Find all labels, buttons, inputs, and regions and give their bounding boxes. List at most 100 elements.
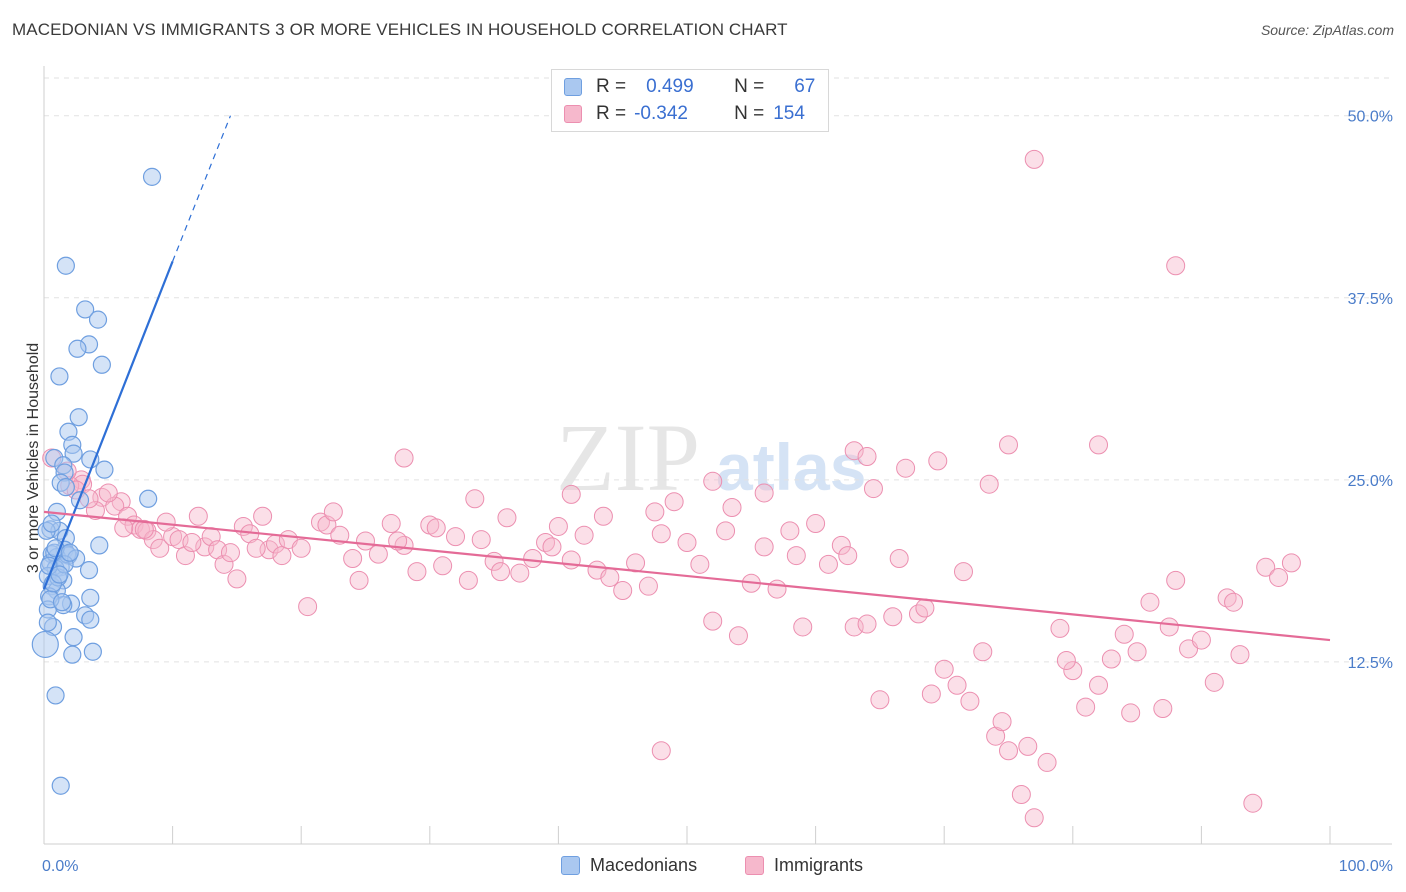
chart-title: MACEDONIAN VS IMMIGRANTS 3 OR MORE VEHIC…	[12, 20, 788, 39]
immigrant-point	[188, 506, 208, 526]
immigrant-point	[722, 498, 742, 518]
immigrant-point	[156, 512, 176, 532]
immigrant-point	[471, 530, 491, 550]
immigrant-point	[1121, 703, 1141, 723]
immigrant-point	[1230, 645, 1250, 665]
immigrant-point	[651, 741, 671, 761]
macedonian-point	[50, 565, 69, 584]
immigrant-point	[1089, 675, 1109, 695]
immigrant-point	[1269, 567, 1289, 587]
macedonian-point	[142, 167, 162, 186]
immigrant-point	[1089, 435, 1109, 455]
immigrant-point	[638, 576, 658, 596]
immigrant-point	[754, 537, 774, 557]
immigrant-point	[844, 441, 864, 461]
x-tick-label: 100.0%	[1339, 858, 1393, 875]
macedonian-point	[64, 628, 83, 647]
immigrant-point	[510, 563, 530, 583]
macedonians-points	[31, 167, 162, 795]
immigrant-point	[458, 570, 478, 590]
macedonian-point	[52, 593, 72, 612]
immigrant-point	[831, 535, 851, 555]
immigrant-point	[844, 617, 864, 637]
immigrant-point	[343, 549, 363, 569]
immigrant-point	[780, 521, 800, 541]
immigrant-point	[664, 492, 684, 512]
immigrant-point	[754, 483, 774, 503]
immigrant-point	[728, 626, 748, 646]
macedonian-point	[50, 367, 69, 386]
stats-row-macedonians: R = 0.499 N = 67	[564, 75, 815, 99]
immigrant-point	[1076, 697, 1096, 717]
stats-legend: R = 0.499 N = 67 R = -0.342 N = 154	[551, 69, 829, 132]
immigrant-point	[381, 514, 401, 534]
immigrant-point	[1114, 624, 1134, 644]
immigrant-point	[703, 611, 723, 631]
n-value: 67	[794, 76, 816, 97]
immigrant-point	[992, 712, 1012, 732]
r-label: R =	[596, 76, 627, 97]
immigrant-point	[150, 538, 170, 558]
macedonians-trend-extension	[172, 115, 232, 262]
immigrant-point	[979, 474, 999, 494]
immigrant-point	[1011, 784, 1031, 804]
macedonian-point	[63, 645, 82, 664]
immigrant-point	[1063, 661, 1083, 681]
immigrant-point	[1243, 793, 1263, 813]
immigrant-point	[214, 554, 234, 574]
macedonians-swatch	[564, 78, 582, 96]
immigrant-point	[169, 530, 189, 550]
r-value: -0.342	[634, 103, 688, 124]
immigrant-point	[921, 684, 941, 704]
immigrant-point	[947, 675, 967, 695]
macedonian-point	[51, 776, 70, 795]
immigrant-point	[323, 502, 343, 522]
immigrant-point	[114, 518, 134, 538]
immigrant-point	[227, 569, 247, 589]
immigrant-point	[246, 538, 266, 558]
immigrants-points	[42, 149, 1301, 828]
immigrant-point	[330, 525, 350, 545]
immigrant-point	[1204, 672, 1224, 692]
immigrant-point	[999, 741, 1018, 761]
immigrant-point	[548, 516, 568, 536]
immigrants-trend-line	[43, 510, 1331, 642]
macedonian-point	[56, 478, 75, 497]
immigrant-point	[446, 527, 466, 547]
immigrant-point	[1037, 752, 1057, 772]
immigrant-point	[356, 531, 375, 551]
macedonians-trend-line	[42, 260, 174, 590]
immigrant-point	[960, 691, 980, 711]
immigrant-point	[915, 598, 935, 618]
immigrant-point	[870, 690, 890, 710]
immigrant-point	[1256, 557, 1276, 577]
immigrants-legend-swatch	[745, 855, 764, 875]
immigrant-point	[1050, 618, 1070, 638]
immigrant-point	[1159, 617, 1179, 637]
immigrant-point	[542, 537, 562, 557]
immigrant-point	[1191, 630, 1211, 650]
macedonian-point	[38, 613, 57, 632]
immigrant-point	[561, 484, 581, 504]
macedonian-point	[95, 460, 114, 479]
y-tick-label: 37.5%	[1348, 291, 1393, 308]
macedonian-point	[46, 686, 65, 705]
macedonian-point	[83, 642, 102, 661]
immigrant-point	[1224, 592, 1244, 612]
immigrant-point	[883, 607, 903, 627]
immigrant-point	[857, 447, 877, 467]
immigrant-point	[433, 556, 453, 576]
immigrant-point	[368, 544, 388, 564]
immigrant-point	[388, 531, 408, 551]
trend-lines	[42, 115, 1331, 642]
immigrant-point	[1281, 553, 1301, 573]
immigrant-point	[523, 549, 543, 569]
legend-immigrants: Immigrants	[745, 852, 863, 878]
immigrant-point	[407, 562, 427, 582]
watermark-atlas: atlas	[716, 430, 866, 504]
macedonian-point	[69, 408, 88, 427]
n-value: 154	[773, 103, 805, 124]
macedonian-point	[64, 444, 83, 463]
immigrant-point	[134, 519, 154, 539]
immigrant-point	[838, 546, 858, 566]
